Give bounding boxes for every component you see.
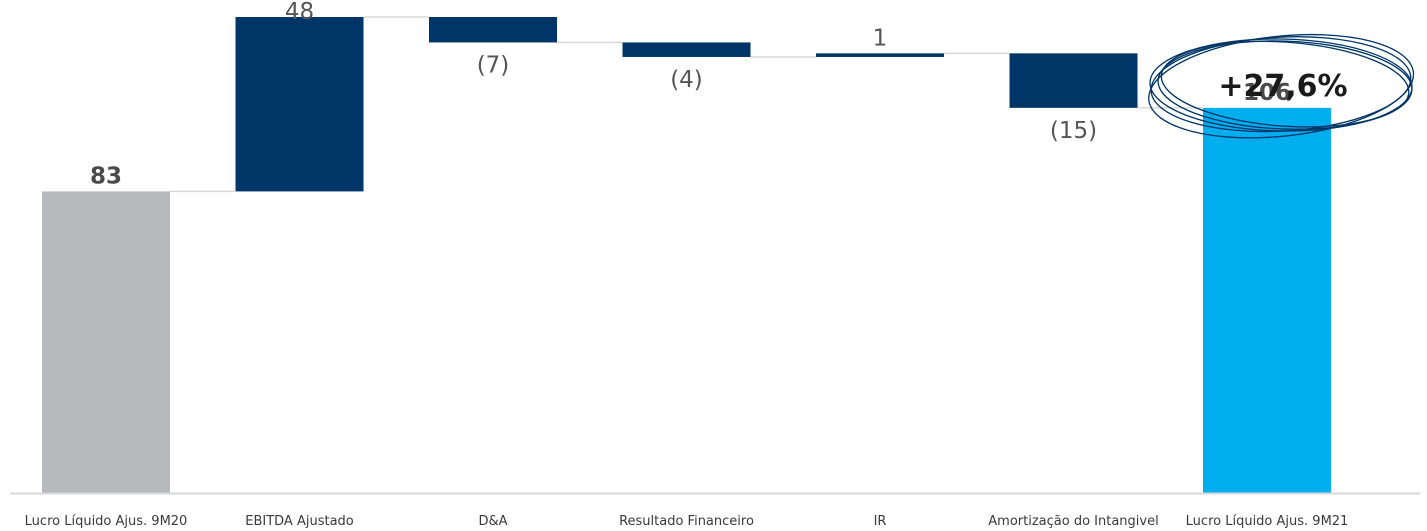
value-label-d-a: (7) (477, 52, 510, 78)
category-label-d-a: D&A (478, 514, 507, 529)
bars (42, 17, 1331, 493)
category-label-resultado-financeiro: Resultado Financeiro (619, 514, 754, 529)
badge-ring (1149, 38, 1413, 132)
category-labels: Lucro Líquido Ajus. 9M20 EBITDA Ajustado D… (25, 514, 1349, 529)
value-label-resultado-financeiro: (4) (670, 67, 703, 93)
badge-scribble-ellipse (1148, 33, 1415, 139)
category-label-ir: IR (874, 514, 887, 529)
growth-badge-text: +27,6% (1218, 69, 1347, 104)
badge-ring (1160, 40, 1410, 128)
bar-resultado-financeiro (622, 42, 751, 57)
badge-ring (1148, 33, 1415, 139)
value-labels: 83 48 (7) (4) 1 (15) 106 (90, 0, 1291, 189)
bar-lucro-liquido-ajus-9m20 (42, 191, 170, 493)
bar-amortizacao-do-intangivel (1009, 53, 1138, 108)
growth-badge: +27,6% (1148, 33, 1415, 139)
value-label-ir: 1 (873, 25, 888, 51)
bar-lucro-liquido-ajus-9m21 (1203, 107, 1331, 493)
value-label-amortizacao-do-intangivel: (15) (1050, 118, 1097, 144)
category-label-amortizacao-do-intangivel: Amortização do Intangivel (988, 514, 1158, 529)
category-label-lucro-liquido-ajus-9m21: Lucro Líquido Ajus. 9M21 (1186, 514, 1349, 529)
bar-ebitda-ajustado (235, 17, 364, 192)
value-label-lucro-liquido-ajus-9m21: 106 (1243, 80, 1291, 106)
bar-d-a (429, 17, 557, 43)
bar-ir (816, 53, 944, 57)
value-label-lucro-liquido-ajus-9m20: 83 (90, 163, 122, 189)
category-label-lucro-liquido-ajus-9m20: Lucro Líquido Ajus. 9M20 (25, 514, 188, 529)
category-label-ebitda-ajustado: EBITDA Ajustado (245, 514, 354, 529)
value-label-ebitda-ajustado: 48 (285, 0, 314, 25)
